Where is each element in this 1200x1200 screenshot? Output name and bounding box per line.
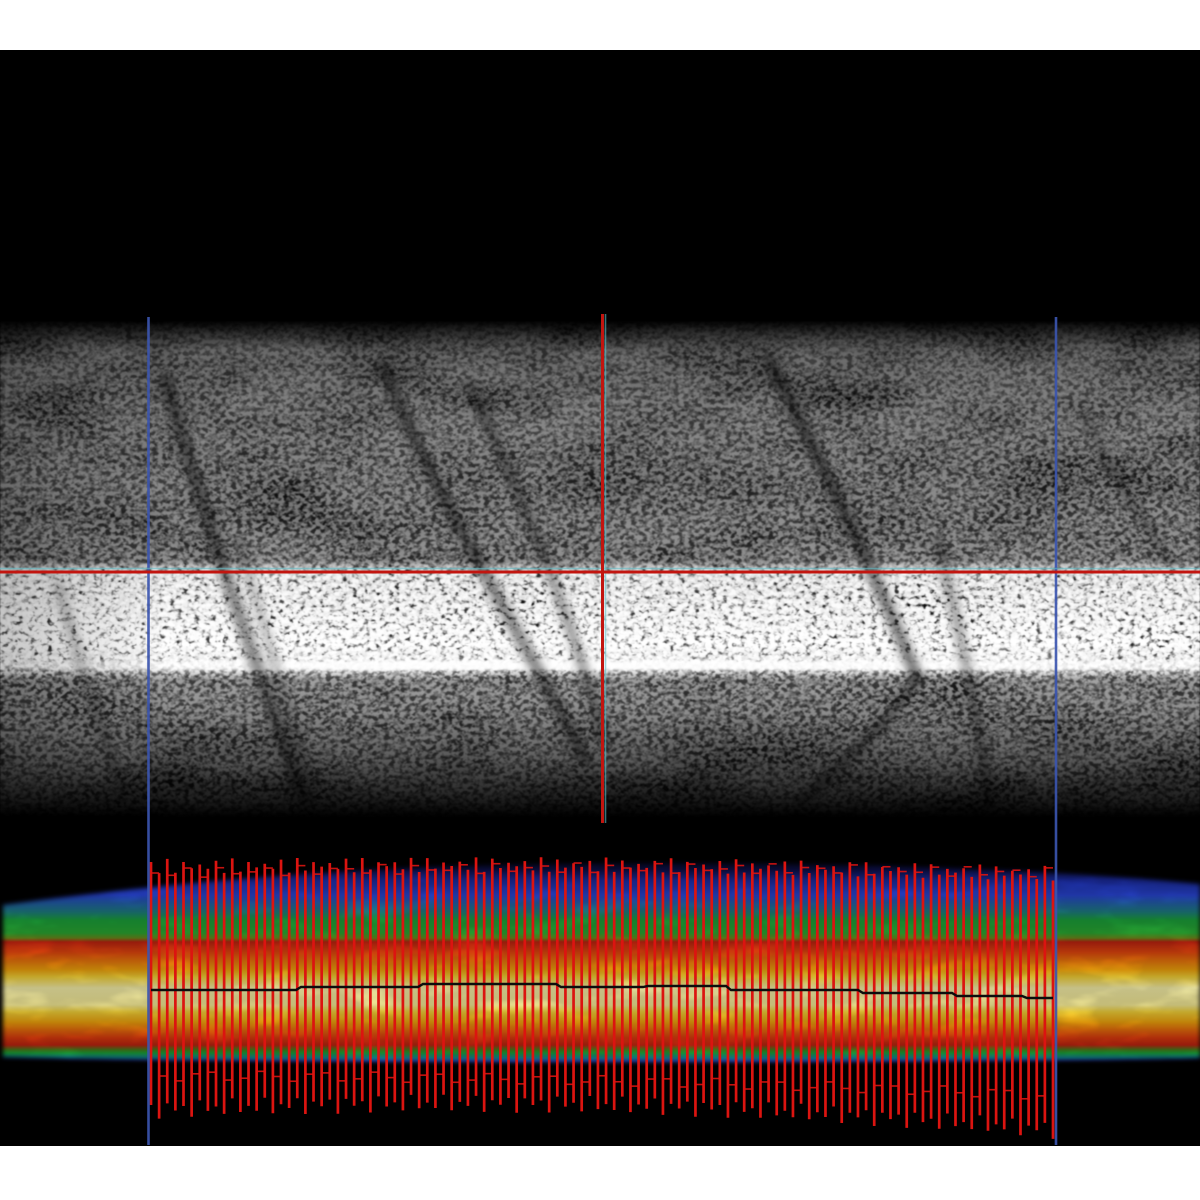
fringe-comb <box>149 857 1055 1139</box>
reference-trace <box>151 982 1053 1000</box>
top-white-bar <box>0 0 1200 50</box>
bright-reflection-line <box>0 661 1200 670</box>
fold-streaks <box>53 356 1177 809</box>
bottom-white-bar <box>0 1146 1200 1200</box>
